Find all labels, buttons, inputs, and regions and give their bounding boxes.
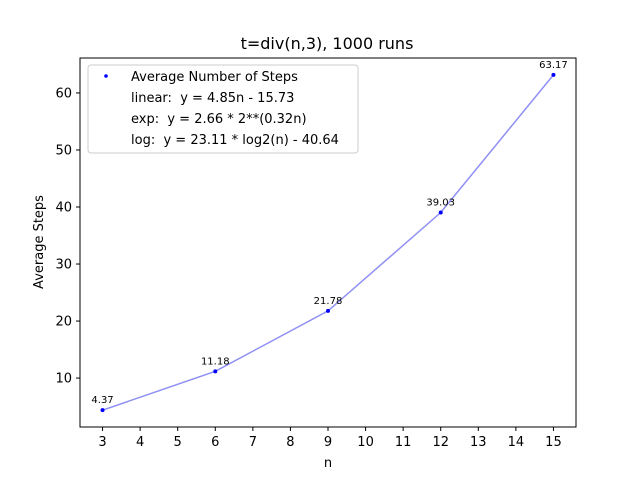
x-tick-label: 15 <box>545 435 562 450</box>
x-tick-label: 11 <box>395 435 412 450</box>
x-tick-label: 8 <box>286 435 294 450</box>
x-tick-label: 5 <box>174 435 182 450</box>
data-point <box>213 369 218 374</box>
legend-box <box>87 64 359 154</box>
data-label: 11.18 <box>201 356 230 367</box>
data-point <box>100 408 105 413</box>
x-tick-label: 10 <box>357 435 374 450</box>
legend-entry-average-steps: Average Number of Steps <box>131 70 298 85</box>
y-tick-label: 20 <box>55 315 72 330</box>
legend-entry-linear-fit: linear: y = 4.85n - 15.73 <box>131 91 294 106</box>
y-tick-label: 40 <box>55 201 72 216</box>
chart-title: t=div(n,3), 1000 runs <box>241 34 414 53</box>
y-axis: 10 20 30 40 50 60 <box>55 86 80 387</box>
x-tick-label: 6 <box>211 435 219 450</box>
x-axis: 3 4 5 6 7 8 9 10 11 12 13 14 15 <box>98 427 562 450</box>
y-tick-label: 10 <box>55 372 72 387</box>
x-tick-label: 3 <box>98 435 106 450</box>
data-label: 63.17 <box>539 60 568 71</box>
y-axis-title: Average Steps <box>32 195 47 289</box>
legend-marker-average-steps <box>104 74 108 78</box>
legend: Average Number of Steps linear: y = 4.85… <box>87 64 359 154</box>
x-tick-label: 12 <box>432 435 449 450</box>
x-tick-label: 4 <box>136 435 144 450</box>
x-tick-label: 9 <box>324 435 332 450</box>
legend-entry-exp-fit: exp: y = 2.66 * 2**(0.32n) <box>131 112 307 127</box>
x-tick-label: 7 <box>249 435 257 450</box>
x-tick-label: 13 <box>470 435 487 450</box>
data-label: 4.37 <box>91 395 113 406</box>
x-axis-title: n <box>324 456 332 471</box>
y-tick-label: 30 <box>55 258 72 273</box>
data-point <box>326 308 330 313</box>
y-tick-label: 60 <box>55 86 72 101</box>
data-point <box>551 72 556 77</box>
y-tick-label: 50 <box>55 143 72 158</box>
legend-entry-log-fit: log: y = 23.11 * log2(n) - 40.64 <box>131 133 339 148</box>
x-tick-label: 14 <box>508 435 525 450</box>
data-label: 39.03 <box>426 198 455 209</box>
plot-area: 4.37 11.18 21.78 39.03 63.17 <box>91 60 568 413</box>
data-label: 21.78 <box>314 296 343 307</box>
data-point <box>438 210 443 215</box>
